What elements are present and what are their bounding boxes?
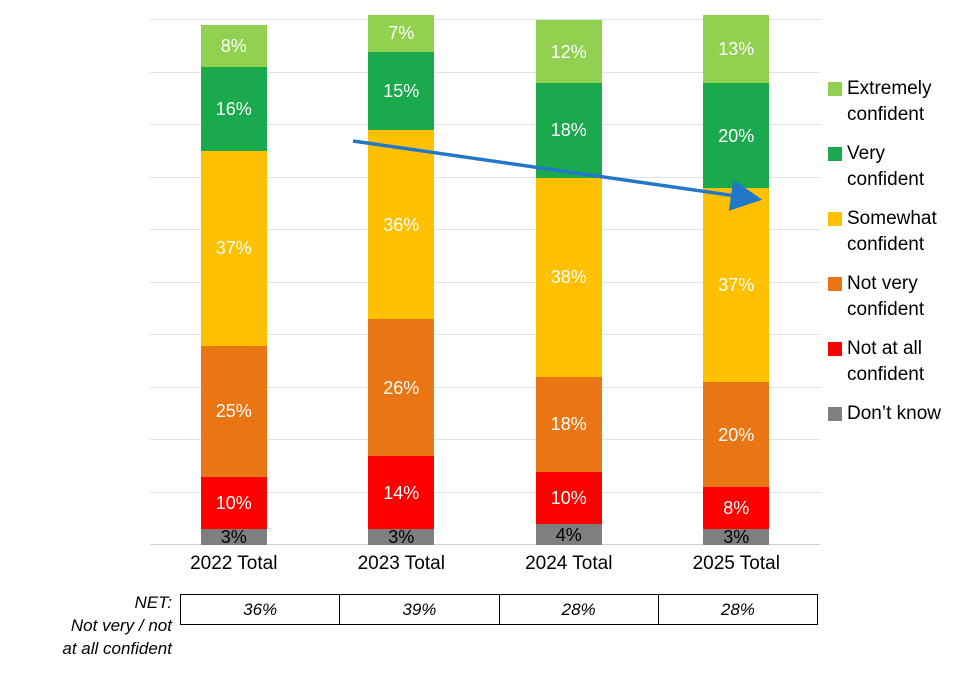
bar-segment: 18% — [535, 377, 602, 472]
net-row-value: 28% — [498, 595, 658, 624]
segment-value-label: 38% — [550, 267, 587, 288]
segment-value-label: 3% — [723, 527, 750, 548]
segment-value-label: 12% — [550, 41, 587, 62]
bar-segment: 15% — [368, 51, 435, 131]
gridline — [150, 491, 820, 493]
bar-2024: 4% 10% 18% 38% 18% 12% — [535, 20, 602, 545]
bar-segment: 25% — [200, 345, 267, 477]
bar-segment: 20% — [703, 382, 770, 488]
net-row-table: 36% 39% 28% 28% — [180, 594, 818, 625]
legend-item: Somewhat confident — [828, 206, 952, 258]
net-row-value: 39% — [339, 595, 498, 624]
segment-value-label: 18% — [550, 120, 587, 141]
bar-segment: 37% — [200, 151, 267, 346]
bar-segment: 8% — [703, 487, 770, 530]
bar-segment: 36% — [368, 130, 435, 320]
bar-segment: 10% — [535, 471, 602, 524]
legend-label: Not at all confident — [847, 338, 925, 385]
legend-label: Extremely confident — [847, 78, 932, 125]
net-row-value: 36% — [243, 599, 278, 619]
legend-label: Very confident — [847, 143, 925, 190]
segment-value-label: 14% — [383, 482, 420, 503]
segment-value-label: 3% — [388, 527, 415, 548]
segment-value-label: 10% — [550, 487, 587, 508]
legend-item: Extremely confident — [828, 76, 952, 128]
bar-2022: 3% 10% 25% 37% 16% 8% — [200, 25, 267, 548]
bar-segment: 26% — [368, 319, 435, 456]
bar-segment: 38% — [535, 177, 602, 377]
bar-2023: 3% 14% 26% 36% 15% 7% — [368, 14, 435, 548]
bar-segment: 18% — [535, 83, 602, 178]
gridline — [150, 281, 820, 283]
legend-swatch — [828, 342, 842, 356]
legend-swatch — [828, 212, 842, 226]
plot-area: 3% 10% 25% 37% 16% 8% 3% 14% 26% 36% 15% 7% 4% 10% 18%… — [150, 14, 820, 548]
segment-value-label: 4% — [555, 524, 582, 545]
gridline — [150, 544, 820, 545]
legend-swatch — [828, 407, 842, 421]
gridline — [150, 124, 820, 125]
segment-value-label: 10% — [215, 493, 252, 513]
legend-item: Don’t know — [828, 401, 952, 427]
legend-label: Not very confident — [847, 273, 925, 320]
bar-segment: 3% — [200, 527, 267, 548]
x-axis-labels: 2022 Total 2023 Total 2024 Total 2025 Total — [150, 553, 820, 575]
segment-value-label: 8% — [220, 36, 247, 57]
segment-value-label: 3% — [220, 527, 247, 548]
bar-segment: 3% — [368, 527, 435, 548]
segment-value-label: 36% — [383, 214, 420, 235]
x-axis-label: 2025 Total — [692, 553, 780, 574]
legend-item: Not at all confident — [828, 336, 952, 388]
gridline — [150, 334, 820, 335]
segment-value-label: 25% — [215, 401, 252, 422]
segment-value-label: 37% — [718, 275, 755, 296]
bar-segment: 7% — [368, 14, 435, 52]
segment-value-label: 20% — [718, 424, 755, 445]
bar-segment: 13% — [703, 14, 770, 83]
bar-segment: 3% — [703, 527, 770, 548]
segment-value-label: 7% — [388, 23, 415, 44]
gridline — [150, 229, 820, 230]
bar-segment: 37% — [703, 188, 770, 383]
legend-swatch — [828, 147, 842, 161]
segment-value-label: 20% — [718, 125, 755, 146]
gridline — [150, 386, 820, 388]
legend-item: Very confident — [828, 141, 952, 193]
gridline — [150, 19, 820, 20]
segment-value-label: 8% — [723, 498, 750, 519]
segment-value-label: 37% — [215, 238, 252, 259]
net-row-label: NET: Not very / not at all confident — [62, 593, 172, 658]
x-axis-label: 2023 Total — [357, 553, 445, 574]
segment-value-label: 15% — [383, 80, 420, 101]
legend-swatch — [828, 82, 842, 96]
legend-label: Somewhat confident — [847, 208, 937, 255]
bar-2025: 3% 8% 20% 37% 20% 13% — [703, 14, 770, 548]
x-axis-label: 2024 Total — [525, 553, 613, 574]
x-axis-label: 2022 Total — [190, 553, 278, 574]
bar-segment: 14% — [368, 455, 435, 530]
bars-row: 3% 10% 25% 37% 16% 8% 3% 14% 26% 36% 15% 7% 4% 10% 18%… — [150, 14, 820, 548]
bar-segment: 12% — [535, 20, 602, 83]
gridline — [150, 439, 820, 440]
segment-value-label: 16% — [215, 99, 252, 120]
legend-item: Not very confident — [828, 271, 952, 323]
bar-segment: 16% — [200, 67, 267, 152]
bar-segment: 10% — [200, 476, 267, 530]
segment-value-label: 18% — [550, 414, 587, 435]
segment-value-label: 13% — [718, 38, 755, 59]
bar-segment: 8% — [200, 25, 267, 68]
bar-segment: 20% — [703, 83, 770, 188]
net-row-value: 28% — [657, 595, 817, 624]
legend: Extremely confident Very confident Somewha… — [828, 76, 952, 427]
legend-label: Don’t know — [847, 403, 941, 424]
segment-value-label: 26% — [383, 377, 420, 398]
legend-swatch — [828, 277, 842, 291]
gridline — [150, 71, 820, 73]
bar-segment: 4% — [535, 524, 602, 545]
